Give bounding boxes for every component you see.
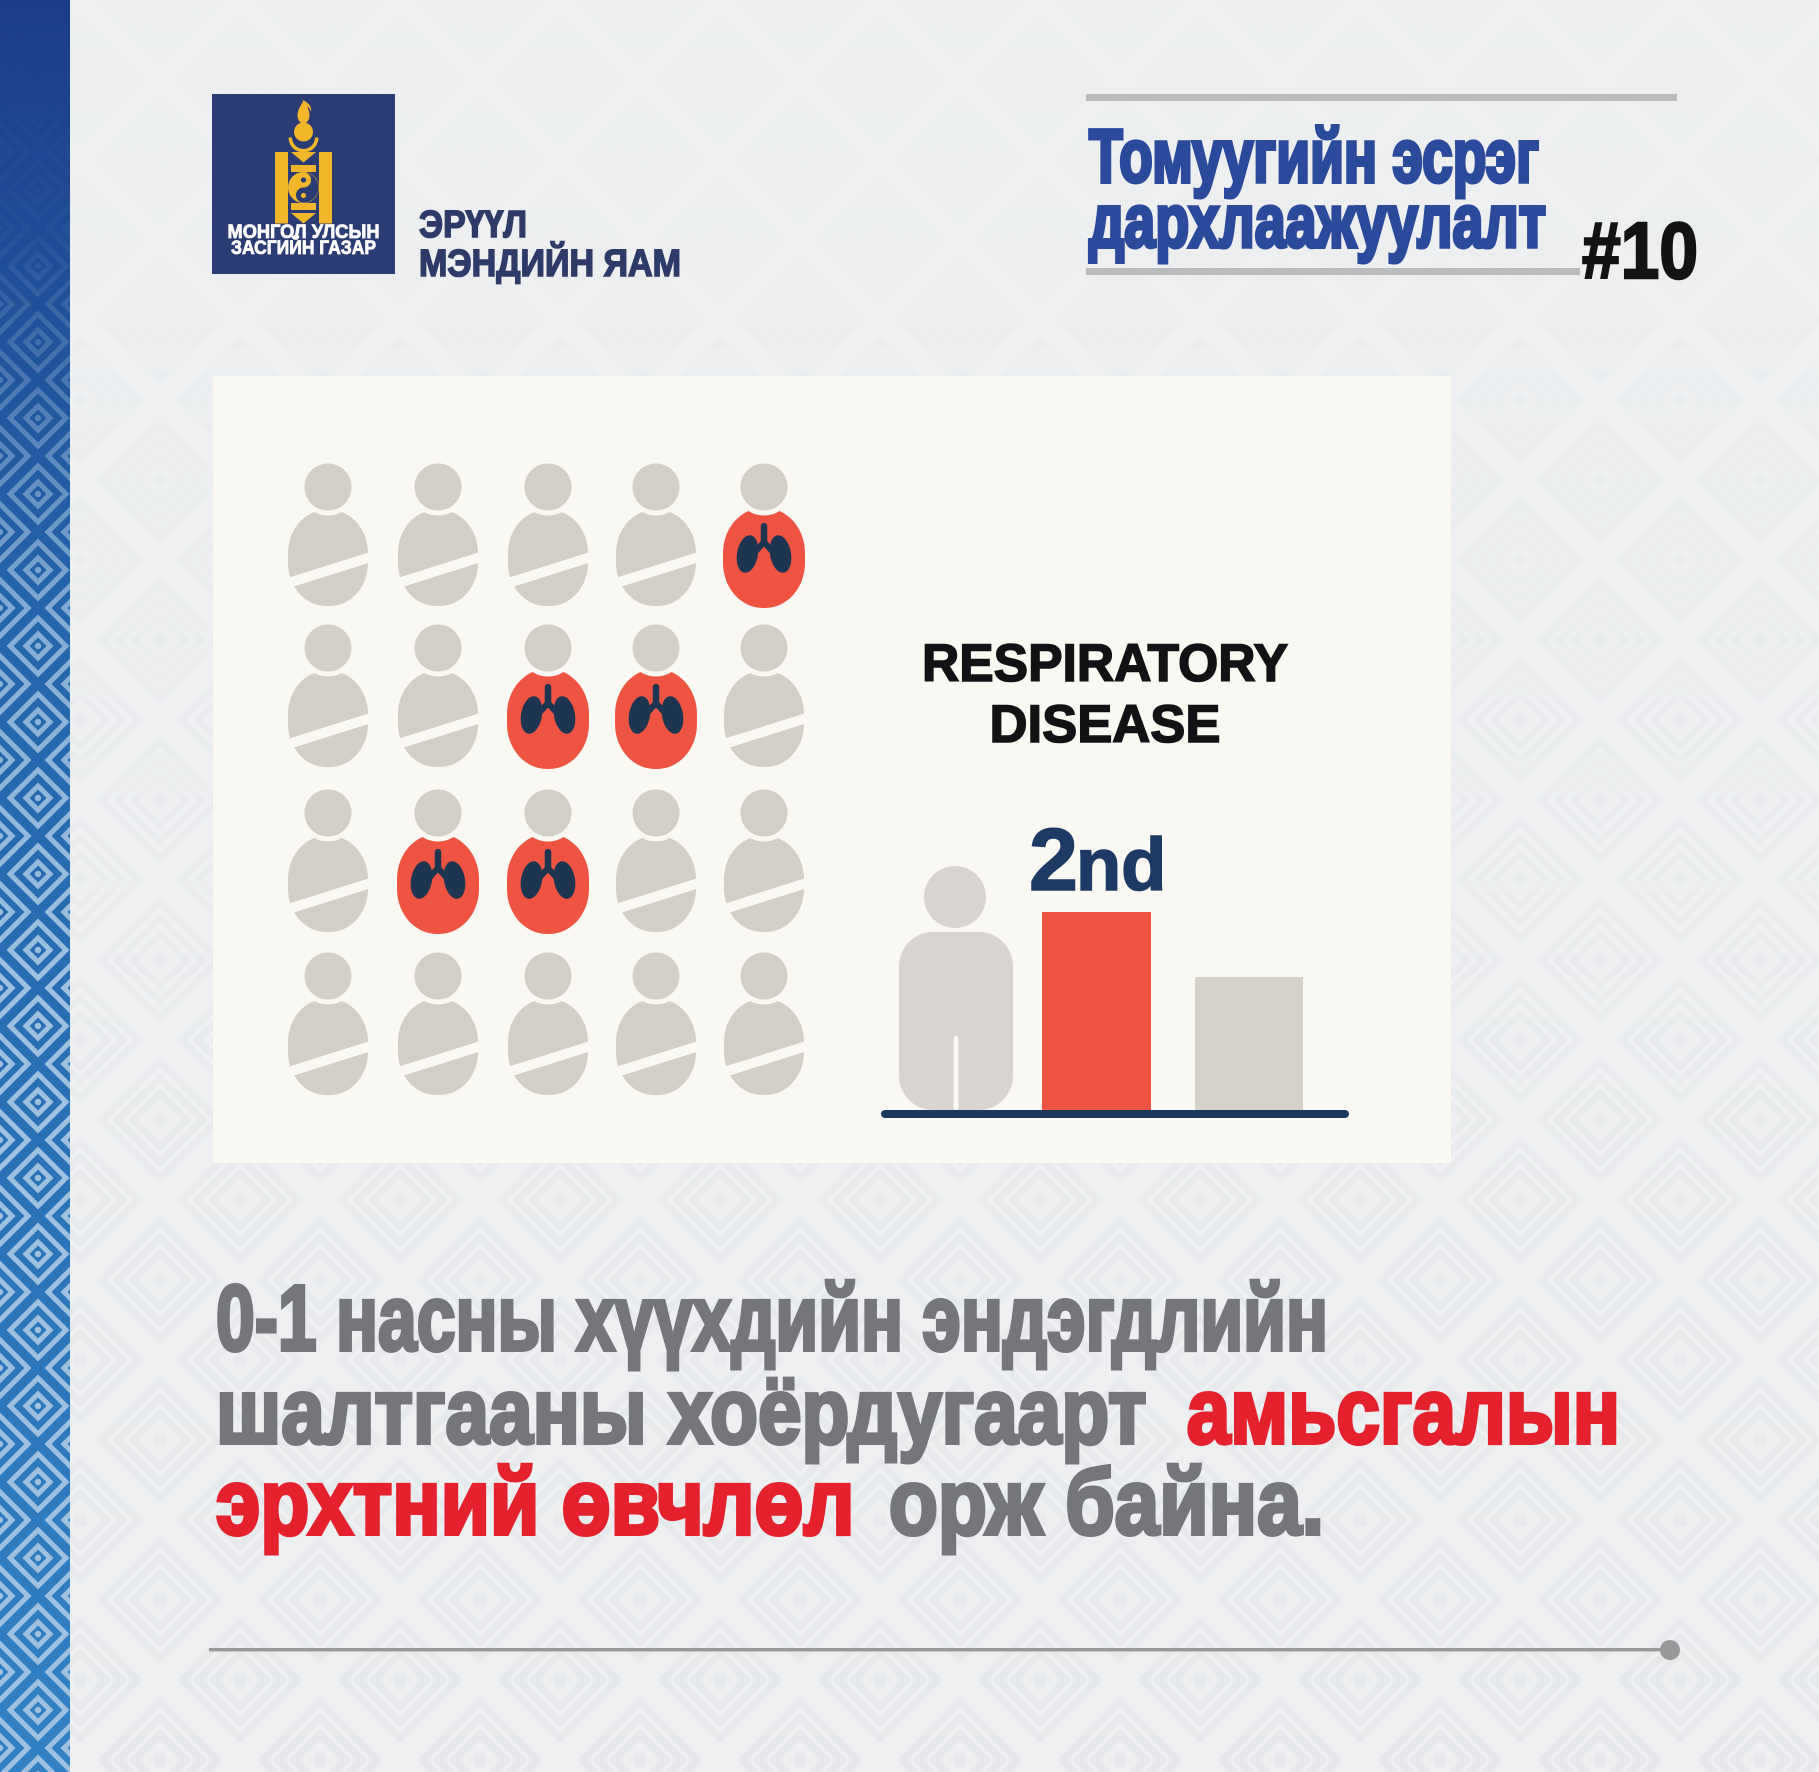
svg-text:RESPIRATORY: RESPIRATORY <box>922 634 1288 693</box>
svg-text:2nd: 2nd <box>1029 810 1166 909</box>
svg-text:эрхтний өвчлөл орж байна.: эрхтний өвчлөл орж байна. <box>216 1450 1324 1554</box>
svg-text:шалтгааны хоёрдугаарт амьсгалы: шалтгааны хоёрдугаарт амьсгалын <box>216 1359 1620 1463</box>
svg-text:0-1 насны хүүхдийн эндэгдлийн: 0-1 насны хүүхдийн эндэгдлийн <box>216 1266 1328 1370</box>
svg-text:#10: #10 <box>1582 206 1698 295</box>
svg-text:ЭРҮҮЛ: ЭРҮҮЛ <box>419 204 527 246</box>
svg-text:МОНГОЛ УЛСЫН: МОНГОЛ УЛСЫН <box>228 222 380 243</box>
svg-text:МЭНДИЙН ЯАМ: МЭНДИЙН ЯАМ <box>419 240 681 285</box>
svg-text:дархлаажуулалт: дархлаажуулалт <box>1089 179 1546 263</box>
svg-text:Томуугийн эсрэг: Томуугийн эсрэг <box>1089 114 1539 198</box>
svg-text:DISEASE: DISEASE <box>990 695 1221 754</box>
svg-text:ЗАСГИЙН ГАЗАР: ЗАСГИЙН ГАЗАР <box>231 237 376 259</box>
